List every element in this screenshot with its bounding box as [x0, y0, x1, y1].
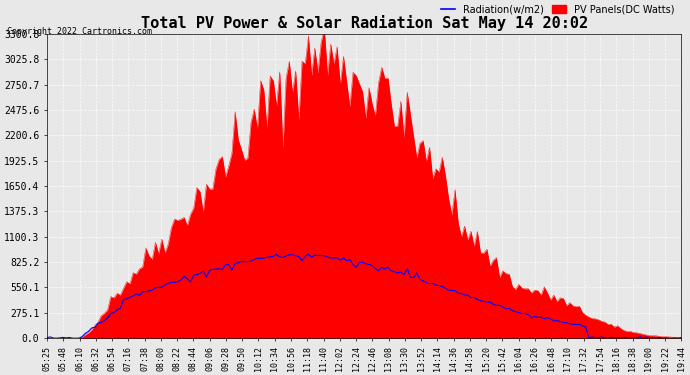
- Title: Total PV Power & Solar Radiation Sat May 14 20:02: Total PV Power & Solar Radiation Sat May…: [141, 15, 588, 32]
- Text: Copyright 2022 Cartronics.com: Copyright 2022 Cartronics.com: [7, 27, 152, 36]
- Legend: Radiation(w/m2), PV Panels(DC Watts): Radiation(w/m2), PV Panels(DC Watts): [439, 2, 676, 16]
